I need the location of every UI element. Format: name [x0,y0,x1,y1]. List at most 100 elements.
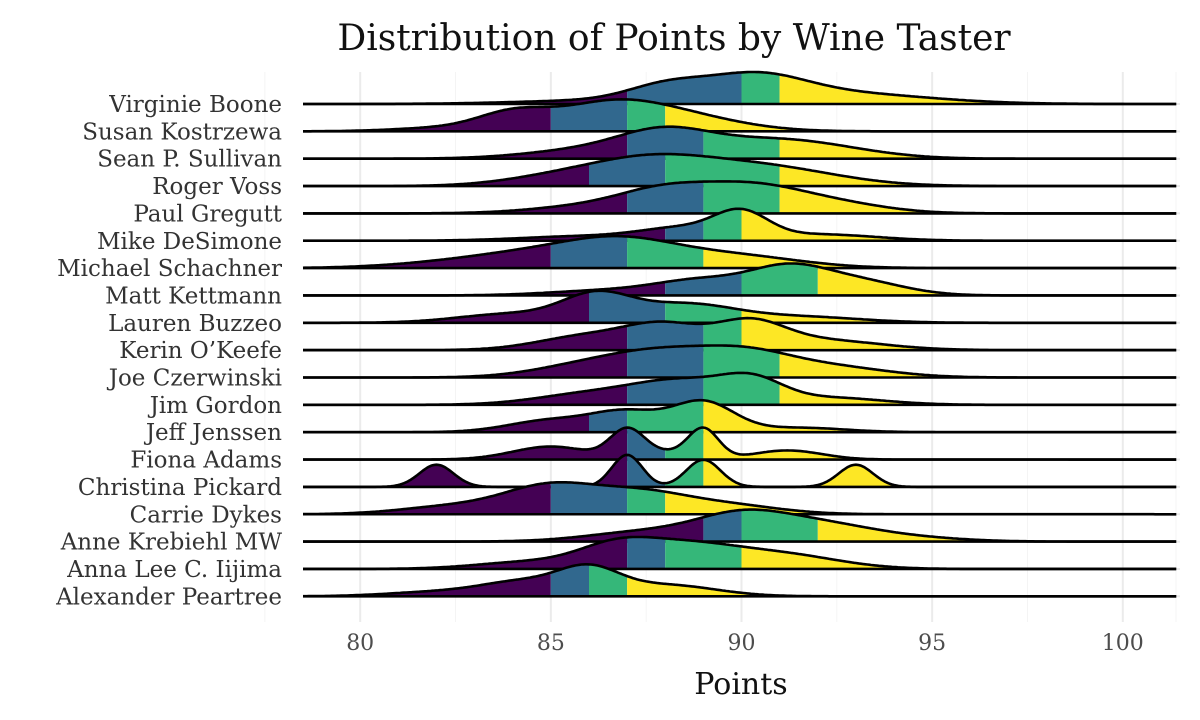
ridge-jeff-jenssen-quartile-4 [703,400,1177,433]
ridge-kerin-o-keefe-quartile-2 [627,321,704,351]
ridge-jeff-jenssen-quartile-2 [589,409,628,433]
ridge-kerin-o-keefe-quartile-3 [703,318,742,351]
ridge-matt-kettmann [303,262,1177,297]
ridge-mike-desimone-quartile-4 [741,208,1177,241]
ridge-michael-schachner-quartile-3 [627,236,704,269]
ridge-virginie-boone-quartile-4 [779,74,1177,104]
ridge-jeff-jenssen [303,398,1177,434]
chart-title: Distribution of Points by Wine Taster [337,18,1011,59]
ridge-susan-kostrzewa-quartile-1 [303,106,551,132]
row-label-carrie-dykes: Carrie Dykes [130,502,282,528]
ridge-kerin-o-keefe [303,316,1177,352]
ridge-alexander-peartree-quartile-2 [550,564,589,597]
ridge-kerin-o-keefe-quartile-1 [303,325,628,351]
ridge-virginie-boone [303,70,1177,106]
ridge-susan-kostrzewa-quartile-4 [665,104,1177,132]
ridge-alexander-peartree-quartile-3 [589,564,628,597]
row-label-matt-kettmann: Matt Kettmann [105,283,282,309]
row-label-lauren-buzzeo: Lauren Buzzeo [108,311,282,337]
row-label-susan-kostrzewa: Susan Kostrzewa [82,119,282,145]
ridge-fiona-adams-quartile-3 [665,427,704,460]
ridge-paul-gregutt [303,180,1177,215]
ridge-carrie-dykes-quartile-3 [627,487,666,515]
ridge-fiona-adams-quartile-2 [627,427,666,460]
ridge-anne-krebiehl-mw [303,508,1177,543]
row-label-mike-desimone: Mike DeSimone [97,229,282,255]
x-axis-ticks: 80 85 90 95 100 [346,631,1144,656]
ridge-susan-kostrzewa [303,98,1177,133]
ridge-sean-p-sullivan-quartile-1 [303,133,628,159]
x-tick-label-80: 80 [346,631,374,656]
ridge-joe-czerwinski-quartile-2 [627,345,704,378]
row-label-roger-voss: Roger Voss [152,174,282,200]
ridge-anna-lee-c-iijima-quartile-2 [627,537,666,569]
ridge-joe-czerwinski-quartile-3 [703,345,780,378]
ridge-jim-gordon-quartile-3 [703,372,780,405]
ridge-joe-czerwinski-quartile-1 [303,351,628,378]
ridge-jeff-jenssen-quartile-1 [303,413,589,433]
ridge-mike-desimone-quartile-1 [303,227,666,241]
row-label-virginie-boone: Virginie Boone [108,92,282,118]
ridge-michael-schachner-quartile-1 [303,243,551,269]
ridge-sean-p-sullivan-quartile-2 [627,126,704,159]
ridge-mike-desimone [303,207,1177,243]
ridge-roger-voss [303,152,1177,188]
ridge-virginie-boone-quartile-3 [741,72,780,104]
ridge-anne-krebiehl-mw-quartile-1 [303,517,704,542]
row-label-kerin-o-keefe: Kerin O’Keefe [119,338,282,364]
ridge-carrie-dykes-quartile-1 [303,482,551,515]
row-label-fiona-adams: Fiona Adams [130,448,282,474]
ridge-lauren-buzzeo-quartile-1 [303,291,589,323]
x-axis-title: Points [694,667,787,702]
ridge-anna-lee-c-iijima [303,535,1177,571]
row-label-jeff-jenssen: Jeff Jenssen [144,420,282,446]
row-label-paul-gregutt: Paul Gregutt [133,201,282,227]
ridge-susan-kostrzewa-quartile-2 [550,99,628,132]
ridge-anne-krebiehl-mw-quartile-4 [817,518,1177,542]
ridge-matt-kettmann-quartile-3 [741,263,818,296]
ridge-jim-gordon-quartile-2 [627,376,704,405]
ridge-joe-czerwinski-quartile-4 [779,352,1177,378]
ridge-anne-krebiehl-mw-quartile-2 [703,510,742,542]
ridge-michael-schachner-quartile-2 [550,236,628,269]
ridge-matt-kettmann-quartile-2 [665,272,742,296]
ridge-jim-gordon-quartile-4 [779,383,1177,405]
ridge-paul-gregutt-quartile-2 [627,181,704,214]
ridge-jim-gordon [303,371,1177,407]
ridge-jeff-jenssen-quartile-3 [627,400,704,433]
ridge-virginie-boone-quartile-2 [627,72,742,104]
ridge-christina-pickard-quartile-4 [703,459,1177,487]
ridge-sean-p-sullivan [303,125,1177,160]
ridge-alexander-peartree-quartile-1 [303,572,551,597]
x-tick-label-85: 85 [537,631,565,656]
ridge-anne-krebiehl-mw-quartile-3 [741,509,818,542]
ridge-fiona-adams [303,426,1177,461]
ridge-michael-schachner [302,234,1177,270]
x-tick-label-100: 100 [1102,631,1144,656]
ridge-sean-p-sullivan-quartile-4 [779,138,1177,159]
ridge-anna-lee-c-iijima-quartile-4 [741,546,1177,569]
ridge-alexander-peartree [303,563,1177,598]
ridge-susan-kostrzewa-quartile-3 [627,99,666,132]
row-label-anna-lee-c-iijima: Anna Lee C. Iijima [66,557,282,583]
row-label-alexander-peartree: Alexander Peartree [55,584,282,610]
ridge-anna-lee-c-iijima-quartile-1 [303,537,628,569]
ridge-fiona-adams-quartile-4 [703,427,1177,460]
ridge-roger-voss-quartile-2 [589,154,666,187]
ridge-carrie-dykes-quartile-4 [665,491,1177,515]
row-label-christina-pickard: Christina Pickard [78,475,282,501]
ridge-alexander-peartree-quartile-4 [627,576,1177,597]
ridge-anna-lee-c-iijima-quartile-3 [665,538,742,569]
row-label-anne-krebiehl-mw: Anne Krebiehl MW [60,530,283,556]
ridge-paul-gregutt-quartile-3 [703,181,780,214]
row-label-joe-czerwinski: Joe Czerwinski [107,366,282,392]
row-label-jim-gordon: Jim Gordon [148,393,282,419]
ridges [302,70,1177,598]
ridge-fiona-adams-quartile-1 [303,427,628,460]
x-tick-label-95: 95 [918,631,946,656]
ridge-mike-desimone-quartile-2 [665,219,704,241]
ridge-jim-gordon-quartile-1 [303,384,628,405]
